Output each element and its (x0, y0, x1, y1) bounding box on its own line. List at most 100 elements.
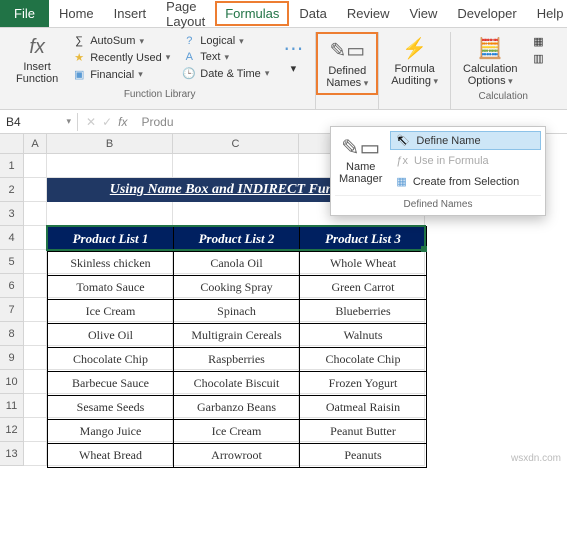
calc-sheet-button[interactable]: ▥ (527, 51, 549, 66)
row-header-12[interactable]: 12 (0, 418, 24, 442)
autosum-button[interactable]: ∑AutoSum (68, 34, 174, 48)
group-calc-label: Calculation (478, 89, 527, 103)
row-header-9[interactable]: 9 (0, 346, 24, 370)
tab-home[interactable]: Home (49, 0, 104, 27)
recently-used-button[interactable]: ★Recently Used (68, 50, 174, 65)
table-cell[interactable]: Barbecue Sauce (48, 371, 174, 395)
file-tab[interactable]: File (0, 0, 49, 27)
cell[interactable] (24, 250, 47, 274)
table-cell[interactable]: Frozen Yogurt (300, 371, 426, 395)
table-header[interactable]: Product List 1 (48, 227, 174, 251)
table-cell[interactable]: Whole Wheat (300, 251, 426, 275)
cell[interactable] (173, 202, 299, 226)
cell[interactable] (24, 418, 47, 442)
row-header-10[interactable]: 10 (0, 370, 24, 394)
tab-review[interactable]: Review (337, 0, 400, 27)
insert-function-label: Insert Function (16, 61, 58, 85)
row-header-5[interactable]: 5 (0, 250, 24, 274)
table-cell[interactable]: Ice Cream (174, 419, 300, 443)
col-header-B[interactable]: B (47, 134, 173, 154)
table-cell[interactable]: Cooking Spray (174, 275, 300, 299)
table-cell[interactable]: Chocolate Biscuit (174, 371, 300, 395)
select-all-corner[interactable] (0, 134, 24, 154)
table-cell[interactable]: Garbanzo Beans (174, 395, 300, 419)
tab-developer[interactable]: Developer (447, 0, 526, 27)
tab-help[interactable]: Help (527, 0, 567, 27)
insert-function-button[interactable]: fx Insert Function (10, 34, 64, 87)
table-cell[interactable]: Canola Oil (174, 251, 300, 275)
row-header-6[interactable]: 6 (0, 274, 24, 298)
group-defined-names: ✎▭ Defined Names (316, 32, 379, 109)
row-header-13[interactable]: 13 (0, 442, 24, 466)
cell[interactable] (24, 202, 47, 226)
cell[interactable] (24, 178, 47, 202)
cancel-icon[interactable]: ✕ (86, 115, 96, 129)
logical-button[interactable]: ?Logical (178, 34, 273, 48)
enter-icon[interactable]: ✓ (102, 115, 112, 129)
cell[interactable] (24, 274, 47, 298)
table-cell[interactable]: Oatmeal Raisin (300, 395, 426, 419)
table-cell[interactable]: Ice Cream (48, 299, 174, 323)
table-cell[interactable]: Blueberries (300, 299, 426, 323)
use-in-formula-menuitem: ƒx Use in Formula (390, 152, 541, 170)
cell[interactable] (24, 322, 47, 346)
table-cell[interactable]: Tomato Sauce (48, 275, 174, 299)
col-header-A[interactable]: A (24, 134, 47, 154)
row-header-1[interactable]: 1 (0, 154, 24, 178)
table-cell[interactable]: Mango Juice (48, 419, 174, 443)
row-header-8[interactable]: 8 (0, 322, 24, 346)
row-header-7[interactable]: 7 (0, 298, 24, 322)
cell[interactable] (47, 154, 173, 178)
col-header-C[interactable]: C (173, 134, 299, 154)
datetime-button[interactable]: 🕒Date & Time (178, 66, 273, 81)
more-functions-button[interactable]: ⋯ ▾ (277, 34, 309, 77)
table-cell[interactable]: Wheat Bread (48, 443, 174, 467)
tab-data[interactable]: Data (289, 0, 336, 27)
tab-pagelayout[interactable]: Page Layout (156, 0, 215, 35)
define-name-menuitem[interactable]: 🏷 Define Name ↖ (390, 131, 541, 150)
cell[interactable] (24, 394, 47, 418)
table-header[interactable]: Product List 2 (174, 227, 300, 251)
create-from-selection-menuitem[interactable]: ▦ Create from Selection (390, 172, 541, 191)
cell[interactable] (47, 202, 173, 226)
row-header-4[interactable]: 4 (0, 226, 24, 250)
calculation-options-button[interactable]: 🧮 Calculation Options (457, 34, 523, 89)
name-manager-button[interactable]: ✎▭ Name Manager (335, 131, 386, 191)
cell[interactable] (173, 154, 299, 178)
name-box[interactable]: B4 (0, 113, 78, 131)
defined-names-label: Defined Names (326, 65, 368, 89)
financial-button[interactable]: ▣Financial (68, 67, 174, 82)
table-cell[interactable]: Sesame Seeds (48, 395, 174, 419)
table-cell[interactable]: Peanuts (300, 443, 426, 467)
text-button[interactable]: AText (178, 50, 273, 64)
tab-view[interactable]: View (399, 0, 447, 27)
cell[interactable] (24, 442, 47, 466)
table-cell[interactable]: Skinless chicken (48, 251, 174, 275)
row-header-3[interactable]: 3 (0, 202, 24, 226)
cell[interactable] (24, 226, 47, 250)
table-cell[interactable]: Green Carrot (300, 275, 426, 299)
table-cell[interactable]: Spinach (174, 299, 300, 323)
row-header-2[interactable]: 2 (0, 178, 24, 202)
ribbon: fx Insert Function ∑AutoSum ★Recently Us… (0, 28, 567, 110)
table-cell[interactable]: Chocolate Chip (48, 347, 174, 371)
tab-formulas[interactable]: Formulas (225, 6, 279, 21)
calc-now-button[interactable]: ▦ (527, 34, 549, 49)
table-cell[interactable]: Arrowroot (174, 443, 300, 467)
table-cell[interactable]: Walnuts (300, 323, 426, 347)
cell[interactable] (24, 154, 47, 178)
cell[interactable] (24, 346, 47, 370)
row-header-11[interactable]: 11 (0, 394, 24, 418)
fx-icon-bar[interactable]: fx (118, 115, 127, 129)
table-cell[interactable]: Multigrain Cereals (174, 323, 300, 347)
table-cell[interactable]: Peanut Butter (300, 419, 426, 443)
defined-names-button[interactable]: ✎▭ Defined Names (320, 36, 374, 91)
table-cell[interactable]: Chocolate Chip (300, 347, 426, 371)
cell[interactable] (24, 370, 47, 394)
table-cell[interactable]: Olive Oil (48, 323, 174, 347)
table-header[interactable]: Product List 3 (300, 227, 426, 251)
table-cell[interactable]: Raspberries (174, 347, 300, 371)
cell[interactable] (24, 298, 47, 322)
formula-auditing-button[interactable]: ⚡ Formula Auditing (385, 34, 444, 89)
tab-insert[interactable]: Insert (104, 0, 157, 27)
